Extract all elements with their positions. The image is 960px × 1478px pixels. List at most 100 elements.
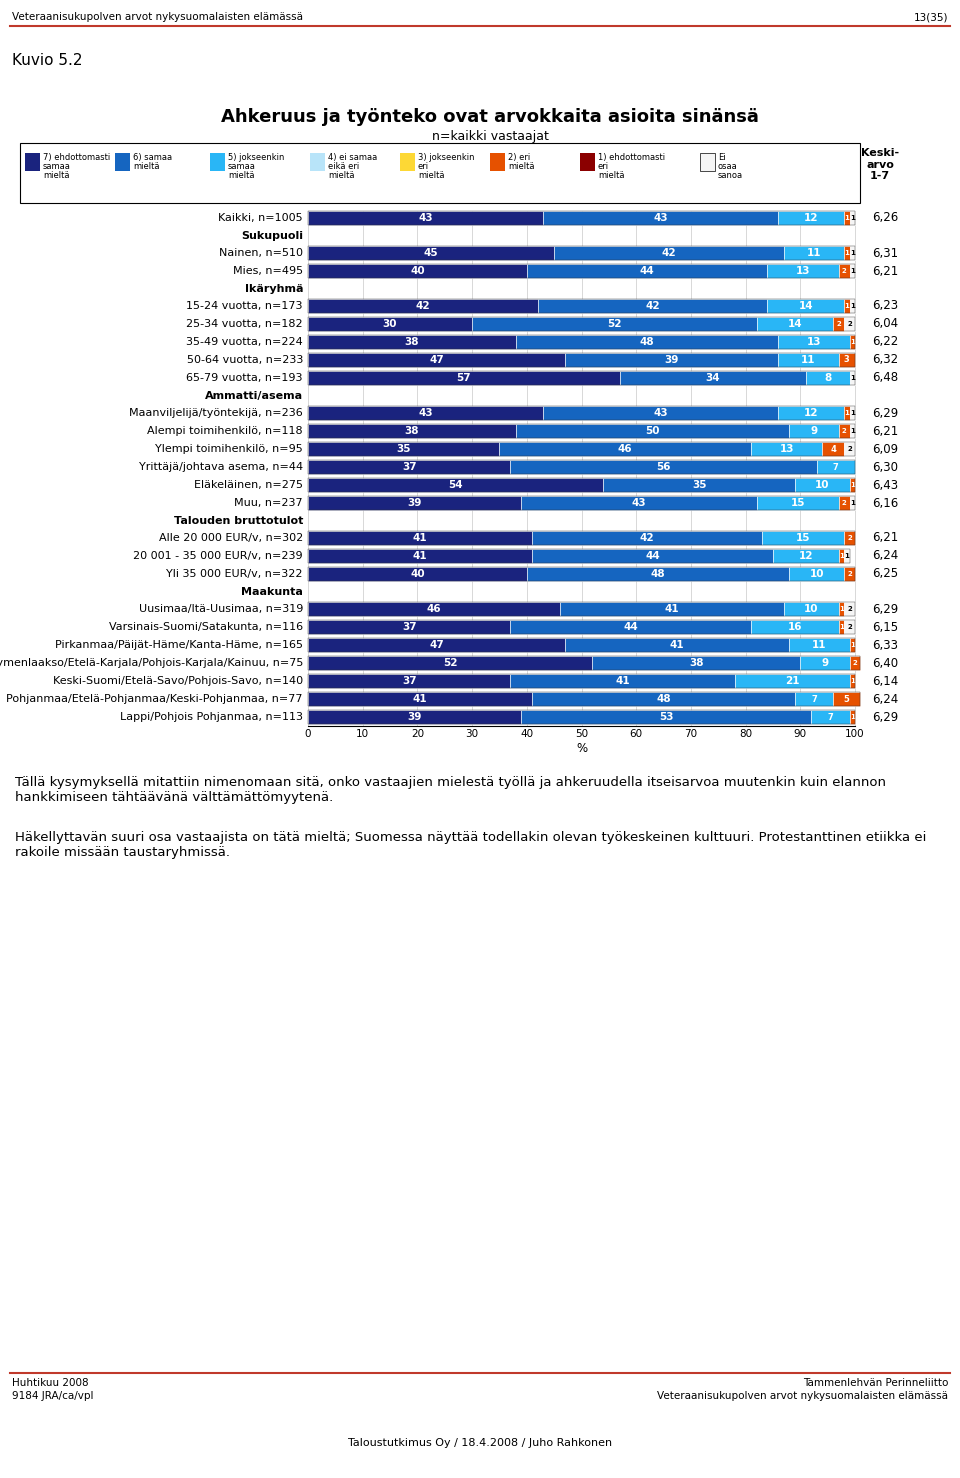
Bar bbox=[516, 424, 789, 437]
Text: samaa: samaa bbox=[228, 163, 256, 171]
Text: osaa: osaa bbox=[718, 163, 737, 171]
Text: mieltä: mieltä bbox=[598, 171, 625, 180]
Text: 47: 47 bbox=[429, 355, 444, 365]
Bar bbox=[472, 316, 756, 331]
Text: %: % bbox=[576, 742, 588, 755]
Text: Ylempi toimihenkilö, n=95: Ylempi toimihenkilö, n=95 bbox=[156, 443, 303, 454]
Text: 12: 12 bbox=[804, 213, 819, 223]
Text: 2: 2 bbox=[847, 321, 852, 327]
Bar bbox=[308, 477, 855, 492]
Text: 43: 43 bbox=[654, 408, 668, 418]
Bar bbox=[844, 442, 855, 457]
Text: eri: eri bbox=[418, 163, 429, 171]
Text: Talouden bruttotulot: Talouden bruttotulot bbox=[174, 516, 303, 526]
Bar bbox=[308, 674, 855, 687]
Text: 30: 30 bbox=[466, 729, 479, 739]
Text: 6,32: 6,32 bbox=[872, 353, 898, 367]
Bar bbox=[850, 299, 855, 313]
Text: Mies, n=495: Mies, n=495 bbox=[233, 266, 303, 276]
Bar bbox=[756, 497, 839, 510]
Bar bbox=[751, 442, 822, 457]
Text: 41: 41 bbox=[664, 605, 679, 613]
Bar bbox=[844, 316, 855, 331]
Text: 2: 2 bbox=[847, 535, 852, 541]
Bar bbox=[308, 568, 855, 581]
Bar bbox=[308, 638, 855, 652]
Text: 6,21: 6,21 bbox=[872, 265, 899, 278]
Text: 1: 1 bbox=[850, 409, 854, 415]
Bar bbox=[308, 442, 499, 457]
Text: 65-79 vuotta, n=193: 65-79 vuotta, n=193 bbox=[186, 372, 303, 383]
Text: eri: eri bbox=[598, 163, 610, 171]
Bar bbox=[844, 211, 850, 225]
Bar bbox=[308, 638, 565, 652]
Text: Keski-Suomi/Etelä-Savo/Pohjois-Savo, n=140: Keski-Suomi/Etelä-Savo/Pohjois-Savo, n=1… bbox=[53, 675, 303, 686]
Bar bbox=[308, 531, 532, 545]
Text: 1: 1 bbox=[845, 214, 850, 222]
Text: 46: 46 bbox=[426, 605, 442, 613]
Text: Uusimaa/Itä-Uusimaa, n=319: Uusimaa/Itä-Uusimaa, n=319 bbox=[138, 605, 303, 613]
Text: 1: 1 bbox=[850, 375, 854, 381]
Text: 2: 2 bbox=[842, 429, 847, 435]
Text: Tammenlehvän Perinneliitto: Tammenlehvän Perinneliitto bbox=[803, 1377, 948, 1388]
Bar bbox=[839, 497, 850, 510]
Bar bbox=[308, 674, 511, 687]
Text: 7) ehdottomasti: 7) ehdottomasti bbox=[43, 154, 110, 163]
Text: 37: 37 bbox=[402, 675, 417, 686]
Text: 6,23: 6,23 bbox=[872, 300, 898, 312]
Text: 38: 38 bbox=[405, 337, 420, 347]
Text: 8: 8 bbox=[824, 372, 831, 383]
Bar bbox=[308, 316, 472, 331]
Text: sanoa: sanoa bbox=[718, 171, 743, 180]
Text: 37: 37 bbox=[402, 622, 417, 633]
Text: 34: 34 bbox=[706, 372, 720, 383]
Bar bbox=[210, 154, 225, 171]
Text: 6,15: 6,15 bbox=[872, 621, 898, 634]
Bar bbox=[844, 548, 850, 563]
Bar bbox=[308, 371, 620, 384]
Text: Kymenlaakso/Etelä-Karjala/Pohjois-Karjala/Kainuu, n=75: Kymenlaakso/Etelä-Karjala/Pohjois-Karjal… bbox=[0, 658, 303, 668]
Bar bbox=[805, 371, 850, 384]
Text: 15: 15 bbox=[796, 534, 810, 542]
Text: 6,33: 6,33 bbox=[872, 638, 898, 652]
Text: 13(35): 13(35) bbox=[914, 12, 948, 22]
Text: Veteraanisukupolven arvot nykysuomalaisten elämässä: Veteraanisukupolven arvot nykysuomalaist… bbox=[12, 12, 303, 22]
Bar bbox=[839, 424, 850, 437]
Bar bbox=[308, 406, 543, 420]
Text: 41: 41 bbox=[670, 640, 684, 650]
Bar bbox=[543, 211, 779, 225]
Bar bbox=[789, 568, 844, 581]
Text: 6,24: 6,24 bbox=[872, 550, 899, 563]
Bar bbox=[565, 353, 779, 367]
Text: 6,21: 6,21 bbox=[872, 424, 899, 437]
Bar bbox=[822, 442, 844, 457]
Bar bbox=[700, 154, 715, 171]
Bar bbox=[762, 531, 844, 545]
Bar bbox=[308, 656, 860, 670]
Text: n=kaikki vastaajat: n=kaikki vastaajat bbox=[432, 130, 548, 143]
Text: Taloustutkimus Oy / 18.4.2008 / Juho Rahkonen: Taloustutkimus Oy / 18.4.2008 / Juho Rah… bbox=[348, 1438, 612, 1448]
Text: 1) ehdottomasti: 1) ehdottomasti bbox=[598, 154, 665, 163]
Bar bbox=[308, 460, 511, 474]
Text: 2: 2 bbox=[842, 500, 847, 505]
Bar bbox=[833, 692, 860, 706]
Text: 1: 1 bbox=[850, 500, 854, 505]
Bar bbox=[604, 477, 795, 492]
Bar bbox=[844, 602, 855, 616]
Text: 43: 43 bbox=[654, 213, 668, 223]
Bar bbox=[308, 460, 855, 474]
Bar bbox=[839, 265, 850, 278]
Bar bbox=[850, 497, 855, 510]
Text: 1: 1 bbox=[839, 553, 844, 559]
Text: 4: 4 bbox=[830, 445, 836, 454]
Text: 60: 60 bbox=[630, 729, 643, 739]
Text: 3: 3 bbox=[844, 356, 850, 365]
Text: 6,31: 6,31 bbox=[872, 247, 898, 260]
Text: 1: 1 bbox=[850, 429, 854, 435]
Bar bbox=[850, 245, 855, 260]
Text: Pirkanmaa/Päijät-Häme/Kanta-Häme, n=165: Pirkanmaa/Päijät-Häme/Kanta-Häme, n=165 bbox=[55, 640, 303, 650]
Text: Veteraanisukupolven arvot nykysuomalaisten elämässä: Veteraanisukupolven arvot nykysuomalaist… bbox=[657, 1391, 948, 1401]
Bar bbox=[308, 602, 855, 616]
Bar bbox=[817, 460, 855, 474]
Text: 1: 1 bbox=[850, 641, 854, 647]
